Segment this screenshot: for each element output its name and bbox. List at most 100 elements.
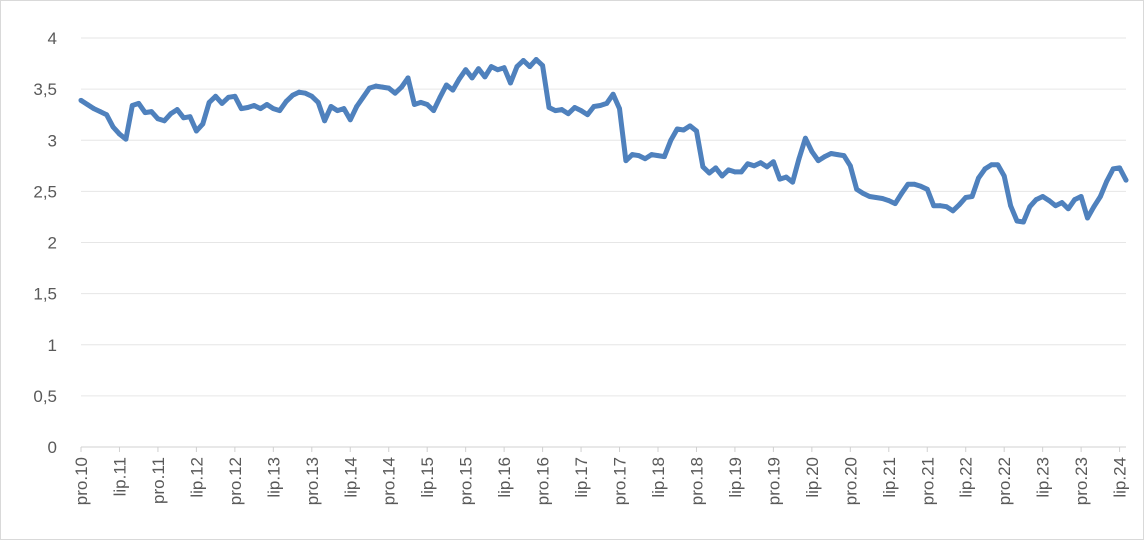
- x-tick-label: lip.12: [187, 457, 206, 498]
- data-point: [770, 159, 776, 165]
- data-point: [828, 151, 834, 156]
- data-point: [206, 100, 212, 105]
- data-point: [219, 101, 225, 106]
- data-point: [867, 194, 872, 199]
- data-point: [687, 123, 693, 129]
- data-point: [1059, 200, 1065, 206]
- data-point: [841, 153, 847, 158]
- data-point: [892, 201, 898, 207]
- data-point: [809, 149, 815, 154]
- data-point: [905, 181, 911, 187]
- data-point: [251, 103, 257, 108]
- x-tick-label: lip.11: [110, 457, 129, 496]
- data-point: [899, 191, 905, 196]
- y-tick-label: 3,5: [33, 80, 57, 99]
- data-point: [315, 100, 321, 105]
- data-point: [322, 118, 328, 124]
- data-point: [937, 203, 943, 209]
- data-point: [565, 111, 571, 117]
- x-tick-label: pro.17: [611, 457, 630, 505]
- data-point: [476, 66, 481, 72]
- data-point: [149, 109, 154, 115]
- data-point: [508, 80, 513, 86]
- data-point: [886, 198, 892, 203]
- y-tick-label: 0: [48, 438, 57, 457]
- x-tick-label: lip.18: [649, 457, 668, 498]
- data-point: [597, 103, 603, 108]
- data-point: [668, 137, 674, 143]
- data-point: [142, 110, 148, 116]
- x-tick-label: pro.22: [995, 457, 1014, 505]
- data-point: [976, 175, 981, 181]
- data-point: [155, 116, 161, 122]
- data-point: [431, 108, 437, 113]
- data-point: [559, 107, 565, 112]
- data-point: [1072, 197, 1078, 202]
- data-point: [822, 154, 828, 160]
- y-tick-label: 1: [48, 336, 57, 355]
- data-point: [386, 85, 392, 91]
- data-point: [1040, 194, 1046, 199]
- data-point: [399, 84, 404, 90]
- data-point: [706, 170, 712, 176]
- data-point: [783, 174, 789, 180]
- data-point: [777, 176, 783, 182]
- data-point: [796, 156, 802, 162]
- y-tick-label: 1,5: [33, 285, 57, 304]
- data-point: [335, 108, 340, 113]
- data-point: [264, 102, 270, 107]
- data-point: [1097, 194, 1103, 199]
- data-point: [193, 128, 199, 134]
- data-point: [533, 57, 539, 62]
- x-tick-label: lip.20: [803, 457, 822, 498]
- data-point: [623, 158, 629, 164]
- data-point: [123, 136, 129, 142]
- data-point: [379, 84, 385, 90]
- data-point: [1053, 203, 1058, 209]
- data-point: [514, 64, 520, 70]
- data-point: [360, 94, 366, 100]
- data-point: [226, 94, 231, 100]
- x-tick-label: pro.19: [764, 457, 783, 505]
- data-point: [418, 100, 424, 105]
- data-point: [1104, 178, 1110, 184]
- data-point: [1001, 173, 1007, 179]
- data-point: [918, 183, 924, 189]
- data-point: [1033, 197, 1039, 202]
- data-point: [585, 112, 590, 118]
- data-point: [213, 93, 219, 99]
- data-point: [982, 166, 988, 172]
- data-point: [91, 106, 97, 111]
- x-tick-label: pro.15: [457, 457, 476, 505]
- data-point: [104, 112, 110, 118]
- data-point: [995, 162, 1001, 168]
- data-point: [354, 104, 360, 109]
- y-tick-label: 0,5: [33, 387, 57, 406]
- data-point: [1046, 198, 1052, 203]
- y-tick-label: 3: [48, 131, 57, 150]
- data-point: [437, 94, 443, 100]
- data-point: [161, 118, 167, 124]
- data-point: [694, 128, 699, 134]
- x-tick-label: lip.13: [264, 457, 283, 498]
- data-point: [815, 158, 821, 164]
- data-point: [482, 74, 488, 80]
- data-point: [245, 105, 251, 110]
- x-tick-label: pro.11: [149, 457, 168, 504]
- data-point: [1021, 219, 1026, 225]
- data-point: [283, 98, 289, 104]
- data-point: [181, 115, 186, 121]
- data-point: [117, 131, 122, 137]
- data-point: [520, 58, 526, 63]
- data-point: [463, 67, 469, 73]
- data-point: [578, 108, 584, 113]
- data-point: [1008, 203, 1014, 209]
- data-point: [488, 64, 494, 70]
- data-point: [136, 101, 142, 106]
- x-tick-label: pro.20: [841, 457, 860, 505]
- x-tick-label: pro.16: [534, 457, 553, 505]
- x-tick-label: lip.22: [957, 457, 976, 498]
- data-point: [847, 163, 853, 169]
